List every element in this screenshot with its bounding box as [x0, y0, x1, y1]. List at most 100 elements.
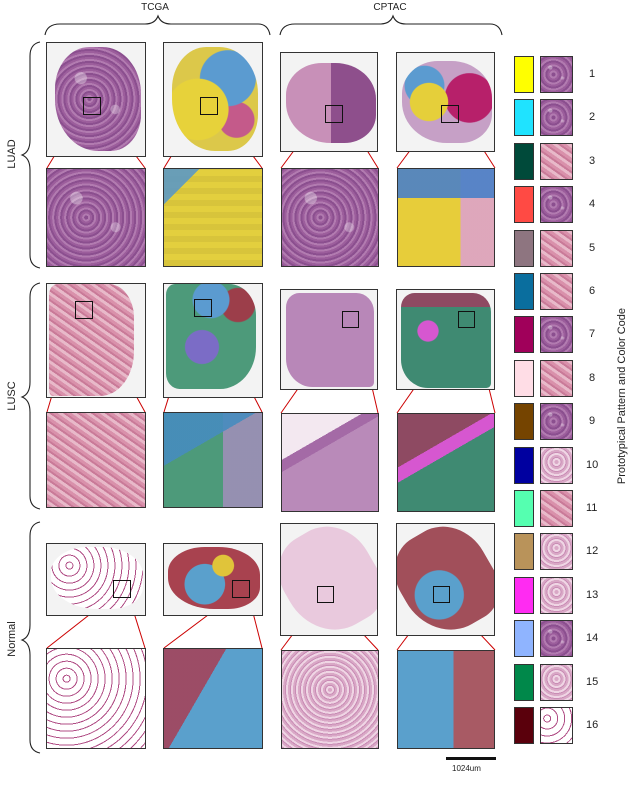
legend-prototype-number: 15	[586, 675, 599, 688]
scale-bar	[446, 757, 496, 760]
legend-prototype-number: 9	[589, 415, 596, 428]
tcga-normal-zoom-heatmap	[163, 648, 263, 749]
legend-prototype-number: 8	[589, 371, 596, 384]
tcga-lusc-zoom-heatmap	[163, 412, 263, 508]
prototype-heatmap	[402, 61, 492, 143]
cptac-normal-zoom	[281, 650, 379, 749]
legend-prototype-thumbnail	[540, 273, 573, 310]
tcga-luad-zoom-heatmap	[163, 168, 263, 267]
row-label-luad: LUAD	[6, 139, 18, 169]
cptac-lusc-zoom	[281, 413, 379, 512]
legend-prototype-number: 4	[589, 198, 596, 211]
tissue-slide-image	[281, 524, 377, 635]
cptac-lusc-heatmap	[396, 289, 495, 390]
scale-bar-label: 1024um	[452, 764, 481, 773]
legend-prototype-number: 13	[586, 588, 599, 601]
legend-color-swatch	[514, 273, 534, 310]
prototype-heatmap	[168, 547, 260, 609]
tcga-normal-heatmap	[163, 543, 263, 616]
cptac-lusc-zoom-heatmap	[397, 413, 495, 512]
cptac-lusc-wsi	[280, 289, 378, 390]
legend-prototype-thumbnail	[540, 186, 573, 224]
legend-color-swatch	[514, 186, 534, 224]
cptac-luad-wsi	[280, 52, 378, 152]
legend-color-swatch	[514, 707, 534, 744]
tissue-slide-image	[51, 547, 143, 609]
roi-box	[433, 586, 450, 603]
legend-prototype-thumbnail	[540, 490, 573, 527]
legend-prototype-thumbnail	[540, 229, 573, 267]
tcga-luad-zoom	[46, 168, 146, 267]
legend-prototype-thumbnail	[540, 533, 573, 571]
legend-prototype-number: 12	[586, 545, 599, 558]
legend-prototype-thumbnail	[540, 142, 573, 180]
tissue-slide-image	[286, 293, 374, 387]
legend-prototype-number: 10	[586, 458, 599, 471]
column-title-tcga: TCGA	[141, 2, 169, 13]
roi-box	[441, 105, 459, 123]
legend-prototype-number: 14	[586, 632, 599, 645]
roi-box	[200, 97, 218, 115]
prototype-heatmap	[401, 293, 491, 388]
legend-prototype-number: 1	[589, 68, 596, 80]
cptac-normal-zoom-heatmap	[397, 650, 495, 749]
legend-prototype-thumbnail	[540, 403, 573, 441]
tcga-lusc-heatmap	[163, 283, 263, 398]
legend-prototype-thumbnail	[540, 316, 573, 354]
row-label-normal: Normal	[6, 621, 18, 657]
tissue-slide-image	[55, 47, 141, 151]
legend-color-swatch	[514, 56, 534, 93]
prototype-heatmap	[397, 524, 494, 635]
roi-box	[325, 105, 343, 123]
tcga-lusc-zoom	[46, 412, 146, 508]
roi-box	[113, 580, 131, 598]
tissue-slide-image	[286, 63, 376, 143]
legend-prototype-thumbnail	[540, 56, 573, 93]
legend-prototype-number: 5	[589, 241, 596, 254]
legend-prototype-thumbnail	[540, 620, 573, 658]
prototype-heatmap	[172, 47, 258, 151]
roi-box	[83, 97, 101, 115]
legend-prototype-thumbnail	[540, 99, 573, 137]
legend-prototype-number: 3	[589, 154, 596, 167]
legend-color-swatch	[514, 533, 534, 571]
roi-box	[194, 299, 212, 317]
legend-prototype-number: 7	[589, 328, 596, 341]
row-label-lusc: LUSC	[6, 381, 18, 411]
cptac-luad-heatmap	[396, 52, 495, 152]
tcga-normal-zoom	[46, 648, 146, 749]
cptac-luad-zoom	[281, 168, 379, 267]
roi-box	[342, 311, 359, 328]
legend-prototype-thumbnail	[540, 576, 573, 614]
roi-box	[458, 311, 475, 328]
legend-color-swatch	[514, 403, 534, 441]
legend-color-swatch	[514, 620, 534, 658]
tcga-luad-wsi	[46, 42, 146, 157]
legend-color-swatch	[514, 359, 534, 397]
cptac-luad-zoom-heatmap	[397, 168, 495, 267]
legend-prototype-number: 2	[589, 111, 596, 124]
legend-color-swatch	[514, 446, 534, 484]
roi-box	[317, 586, 334, 603]
legend-prototype-thumbnail	[540, 707, 573, 744]
tcga-normal-wsi	[46, 543, 146, 616]
legend-prototype-thumbnail	[540, 446, 573, 484]
legend-prototype-number: 16	[586, 719, 599, 731]
legend-color-swatch	[514, 229, 534, 267]
legend-title: Prototypical Pattern and Color Code	[616, 307, 628, 485]
legend-color-swatch	[514, 490, 534, 527]
legend-color-swatch	[514, 663, 534, 701]
legend-color-swatch	[514, 316, 534, 354]
legend-color-swatch	[514, 576, 534, 614]
legend-prototype-number: 6	[589, 285, 596, 297]
tissue-slide-image	[49, 284, 134, 396]
tcga-lusc-wsi	[46, 283, 146, 398]
legend-prototype-thumbnail	[540, 359, 573, 397]
cptac-normal-heatmap	[396, 523, 495, 636]
legend-prototype-number: 11	[586, 502, 598, 514]
cptac-normal-wsi	[280, 523, 378, 636]
column-title-cptac: CPTAC	[373, 2, 407, 13]
legend-color-swatch	[514, 99, 534, 137]
roi-box	[232, 580, 250, 598]
legend-color-swatch	[514, 142, 534, 180]
